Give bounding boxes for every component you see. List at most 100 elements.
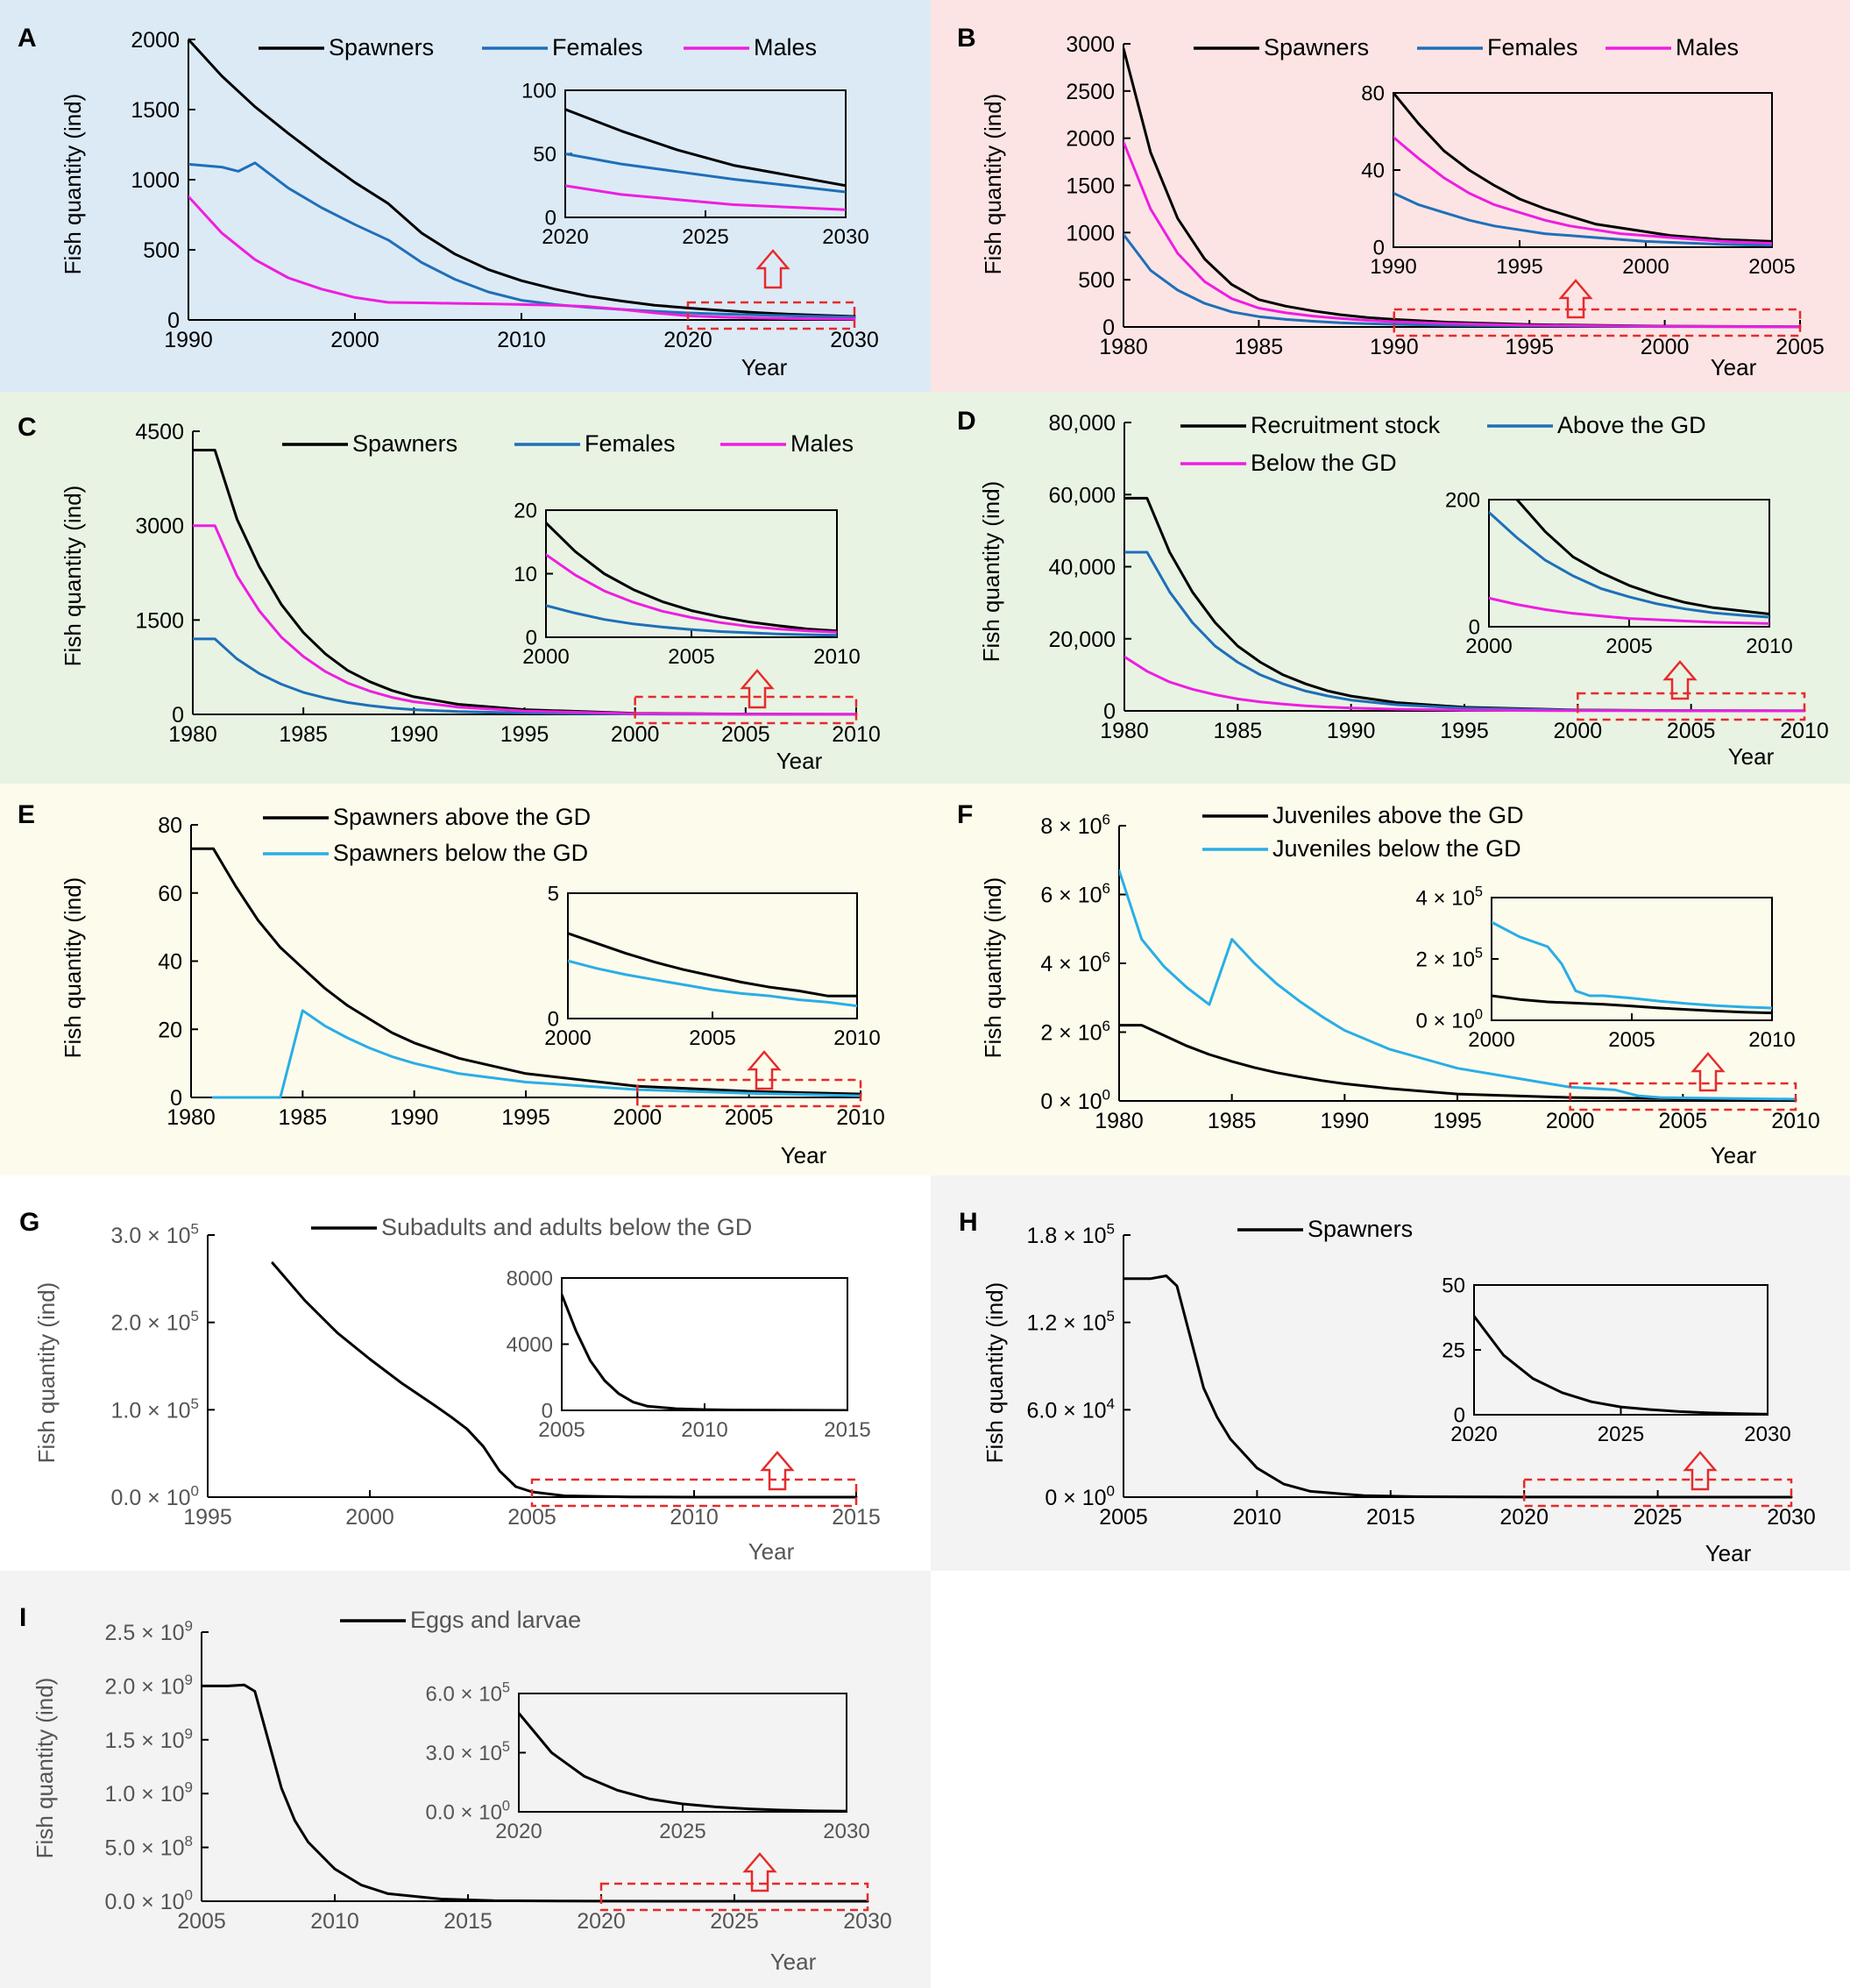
inset-x-tick-label: 2010 [1746, 635, 1792, 658]
main-series-line-1 [271, 1261, 858, 1499]
main-series-line-1 [191, 847, 862, 1096]
inset-y-tick-label: 20 [514, 500, 537, 523]
inset-y-tick-label: 5 [548, 883, 559, 906]
panel-letter: D [957, 407, 976, 436]
inset-frame [1393, 92, 1773, 248]
y-axis-label: Fish quantity (ind) [982, 1282, 1008, 1464]
main-y-tick-label: 0 × 100 [1040, 1087, 1110, 1115]
main-x-tick-label: 1995 [1440, 719, 1489, 743]
inset-y-tick-label: 25 [1442, 1339, 1465, 1363]
inset-x-tick-label: 1990 [1370, 255, 1416, 279]
main-x-tick-label: 2015 [1366, 1505, 1415, 1530]
inset-y-tick-label: 100 [521, 80, 556, 103]
main-y-tick-label: 2000 [1066, 127, 1115, 152]
legend-label: Spawners below the GD [333, 840, 588, 866]
panel-letter: I [19, 1603, 26, 1632]
main-y-tick-label: 1.0 × 105 [110, 1395, 199, 1424]
inset-frame [561, 1277, 848, 1411]
zoom-arrow-icon [760, 1451, 795, 1491]
highlight-box [1569, 1082, 1797, 1111]
main-y-tick-label: 40 [158, 950, 182, 975]
panel-b: B 1980 1985 1990 1995 2000 2005 0 500 1000 1500 200… [931, 0, 1850, 392]
main-y-tick-label: 6 × 106 [1040, 880, 1110, 908]
inset-series-line-3 [1393, 136, 1772, 245]
inset-series-line-1 [562, 1293, 847, 1410]
main-y-tick-label: 8 × 106 [1040, 812, 1110, 840]
legend: Recruitment stock Above the GD Below the G… [1180, 412, 1706, 476]
inset-x-tick-label: 2000 [1465, 635, 1512, 658]
main-x-tick-label: 1980 [1099, 335, 1148, 359]
main-series-line-1 [202, 1683, 869, 1903]
inset-y-tick-label: 80 [1361, 82, 1385, 106]
x-axis-label: Year [781, 1142, 827, 1168]
main-x-tick-label: 2005 [1776, 335, 1825, 359]
legend-label: Spawners above the GD [333, 804, 591, 830]
inset-x-tick-label: 2005 [1748, 255, 1795, 279]
main-x-tick-label: 2005 [1667, 719, 1716, 743]
highlight-box [599, 1882, 869, 1912]
panel-a: A 1990 2000 2010 2020 2030 0 500 1000 1500 2000 202… [0, 0, 931, 392]
zoom-arrow-icon [740, 669, 775, 709]
legend: Spawners Females Males [282, 430, 854, 457]
main-x-tick-label: 1985 [279, 722, 328, 747]
legend-label: Juveniles above the GD [1272, 802, 1524, 828]
inset-y-tick-label: 2 × 105 [1416, 946, 1483, 972]
inset-x-tick-label: 2005 [689, 1026, 735, 1050]
legend-label: Spawners [329, 34, 434, 60]
panel-letter: G [19, 1208, 39, 1237]
inset-x-tick-label: 2020 [495, 1820, 542, 1843]
highlight-box [634, 695, 858, 725]
inset-x-tick-label: 1995 [1496, 255, 1542, 279]
main-y-tick-label: 1500 [135, 608, 184, 633]
main-y-tick-label: 60,000 [1049, 483, 1116, 508]
panel-letter: E [18, 800, 35, 829]
main-x-tick-label: 2015 [443, 1909, 493, 1934]
main-x-tick-label: 2030 [830, 328, 879, 352]
main-series-line-2 [188, 161, 856, 319]
highlight-box [1522, 1478, 1793, 1508]
inset-x-tick-label: 2000 [522, 645, 569, 669]
inset-x-tick-label: 2025 [682, 225, 728, 249]
main-y-tick-label: 0 [1103, 699, 1116, 724]
highlight-box [686, 301, 856, 330]
main-y-tick-label: 6.0 × 104 [1026, 1395, 1115, 1424]
inset-series-line-1 [1474, 1315, 1768, 1415]
main-x-tick-label: 2010 [1780, 719, 1829, 743]
main-x-tick-label: 1990 [1370, 335, 1419, 359]
main-series-line-2 [1119, 869, 1797, 1101]
main-y-tick-label: 2 × 106 [1040, 1018, 1110, 1046]
main-y-tick-label: 80,000 [1049, 411, 1116, 436]
inset-y-tick-label: 3.0 × 105 [426, 1739, 511, 1765]
main-x-tick-label: 2010 [836, 1105, 885, 1130]
legend: Spawners Females Males [259, 34, 817, 60]
legend-label: Spawners [1264, 34, 1369, 60]
panel-d: D 1980 1985 1990 1995 2000 2005 2010 0 20,000 40,0… [931, 392, 1850, 784]
panel-f: F 1980 1985 1990 1995 2000 2005 2010 0 × 100 2 × … [931, 784, 1850, 1175]
inset-x-tick-label: 2025 [1598, 1423, 1644, 1446]
panel-c: C 1980 1985 1990 1995 2000 2005 2010 0 1500 3000 45… [0, 392, 931, 784]
main-x-tick-label: 2020 [1499, 1505, 1549, 1530]
main-y-tick-label: 2000 [131, 28, 180, 53]
main-x-tick-label: 2000 [345, 1505, 394, 1530]
inset-series-line-2 [1492, 920, 1772, 1010]
x-axis-label: Year [776, 748, 823, 774]
zoom-arrow-icon [747, 1050, 782, 1090]
main-x-tick-label: 2005 [721, 722, 770, 747]
legend-label: Above the GD [1557, 412, 1706, 438]
inset-y-tick-label: 50 [1442, 1274, 1465, 1298]
main-y-tick-label: 3000 [1066, 32, 1115, 57]
inset-x-tick-label: 2005 [538, 1418, 585, 1442]
legend-label: Males [754, 34, 817, 60]
legend-label: Females [585, 430, 676, 457]
inset-series-line-3 [546, 553, 837, 634]
main-series-line-3 [193, 524, 858, 716]
inset-series-line-2 [568, 959, 857, 1008]
y-axis-label: Fish quantity (ind) [33, 1282, 60, 1464]
inset-y-tick-label: 0.0 × 100 [426, 1799, 511, 1825]
x-axis-label: Year [1728, 743, 1775, 770]
main-x-tick-label: 1990 [390, 1105, 439, 1130]
main-x-tick-label: 1980 [1095, 1109, 1144, 1133]
main-y-tick-label: 0 [1102, 316, 1115, 340]
inset-series-line-1 [1492, 994, 1772, 1015]
inset-x-tick-label: 2020 [1450, 1423, 1497, 1446]
